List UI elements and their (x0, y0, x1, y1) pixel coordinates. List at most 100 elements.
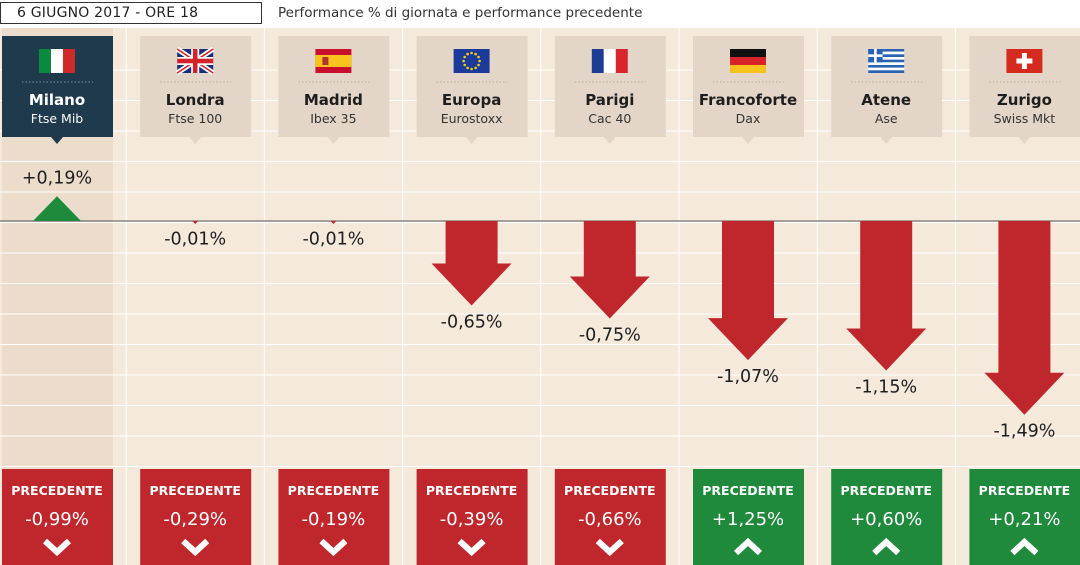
flag-star (466, 52, 469, 56)
precedente-value: +1,25% (712, 509, 784, 530)
flag-stripe (868, 57, 905, 60)
flag-star (462, 59, 465, 63)
down-arrow (330, 221, 337, 224)
index-name: Ibex 35 (310, 111, 356, 126)
chevron-up-icon (872, 537, 901, 556)
header-pointer (465, 137, 478, 144)
header-pointer (742, 137, 754, 144)
column-parigi: Parigi Cac 40 -0,75% PRECEDENTE -0,66% (554, 36, 666, 565)
flag-stripe (591, 49, 604, 73)
performance-label: -0,01% (164, 229, 226, 249)
flag-stripe (868, 70, 905, 73)
italy-flag (39, 49, 75, 73)
switzerland-flag (1006, 49, 1043, 73)
germany-flag (730, 49, 766, 73)
market-name: Francoforte (699, 91, 797, 109)
market-name: Londra (166, 91, 225, 109)
index-name: Dax (736, 111, 761, 126)
header-pointer (327, 137, 340, 144)
flag-cross (1016, 58, 1033, 64)
market-name: Zurigo (997, 91, 1052, 109)
precedente-value: +0,60% (850, 509, 922, 530)
flag-star (477, 55, 480, 59)
flag-cross (192, 49, 198, 73)
precedente-title: PRECEDENTE (149, 483, 240, 498)
flag-star (478, 59, 481, 63)
performance-label: -0,65% (441, 313, 503, 333)
index-name: Cac 40 (588, 111, 631, 126)
flag-stripe (603, 49, 616, 73)
index-name: Ase (875, 111, 898, 126)
flag-cross (868, 54, 883, 57)
flag-stripe (63, 49, 75, 73)
precedente-title: PRECEDENTE (840, 483, 931, 498)
flag-stripe (868, 67, 905, 71)
column-londra: Londra Ftse 100 -0,01% PRECEDENTE -0,29% (140, 36, 252, 565)
index-name: Ftse 100 (168, 111, 222, 126)
header-pointer (1018, 137, 1031, 144)
uk-flag (175, 46, 215, 76)
market-name: Europa (442, 91, 502, 109)
precedente-title: PRECEDENTE (288, 483, 379, 498)
column-zurigo: Zurigo Swiss Mkt -1,49% PRECEDENTE +0,21% (969, 36, 1080, 565)
flag-stripe (730, 65, 766, 73)
column-europa: Europa Eurostoxx -0,65% PRECEDENTE -0,39% (416, 36, 528, 565)
precedente-box (831, 469, 943, 565)
index-name: Eurostoxx (441, 111, 503, 126)
flag-star (470, 51, 473, 55)
flag-stripe (868, 62, 905, 65)
spain-flag (315, 49, 352, 73)
precedente-title: PRECEDENTE (564, 483, 655, 498)
down-arrow (846, 221, 927, 371)
column-madrid: Madrid Ibex 35 -0,01% PRECEDENTE -0,19% (278, 36, 390, 565)
chevron-up-icon (733, 537, 763, 556)
performance-label: -1,07% (717, 367, 779, 387)
flag-emblem (322, 57, 329, 65)
precedente-title: PRECEDENTE (702, 483, 793, 498)
precedente-box (693, 469, 804, 565)
flag-star (474, 66, 477, 70)
flag-stripe (39, 49, 51, 73)
header-pointer (603, 137, 616, 144)
performance-label: +0,19% (22, 168, 92, 188)
flag-star (477, 63, 480, 67)
flag-star (474, 52, 477, 56)
header-pointer (51, 137, 63, 144)
column-atene: Atene Ase -1,15% PRECEDENTE +0,60% (831, 36, 943, 565)
flag-stripe (868, 59, 905, 63)
greece-flag (868, 49, 905, 73)
eu-flag (453, 49, 490, 73)
chevron-up-icon (1010, 537, 1039, 556)
chevron-down-icon (181, 538, 210, 557)
chart-subtitle: Performance % di giornata e performance … (278, 5, 643, 21)
column-milano: Milano Ftse Mib +0,19% PRECEDENTE -0,99% (2, 36, 113, 565)
index-name: Ftse Mib (31, 111, 84, 126)
performance-label: -1,49% (993, 422, 1055, 442)
header-pointer (880, 137, 893, 144)
down-arrow (984, 221, 1065, 415)
chevron-down-icon (42, 538, 72, 557)
precedente-title: PRECEDENTE (426, 483, 517, 498)
column-francoforte: Francoforte Dax -1,07% PRECEDENTE +1,25% (693, 36, 804, 565)
market-name: Milano (29, 91, 85, 109)
market-name: Atene (861, 91, 911, 109)
performance-chart: Milano Ftse Mib +0,19% PRECEDENTE -0,99% Lond… (0, 28, 1080, 565)
precedente-value: -0,39% (440, 509, 504, 530)
precedente-box (969, 469, 1080, 565)
flag-star (463, 55, 466, 59)
precedente-title: PRECEDENTE (11, 483, 102, 498)
flag-stripe (868, 65, 905, 68)
down-arrow (192, 221, 199, 224)
performance-label: -0,75% (579, 326, 641, 346)
market-name: Madrid (304, 91, 363, 109)
flag-stripe (868, 49, 905, 52)
flag-stripe (868, 51, 905, 55)
precedente-title: PRECEDENTE (979, 483, 1070, 498)
flag-star (463, 63, 466, 67)
chevron-down-icon (457, 538, 486, 557)
precedente-value: -0,66% (578, 509, 642, 530)
top-bar: 6 GIUGNO 2017 - ORE 18 Performance % di … (0, 0, 1080, 28)
flag-stripe (315, 55, 352, 67)
performance-label: -1,15% (855, 378, 917, 398)
flag-stripe (51, 49, 63, 73)
